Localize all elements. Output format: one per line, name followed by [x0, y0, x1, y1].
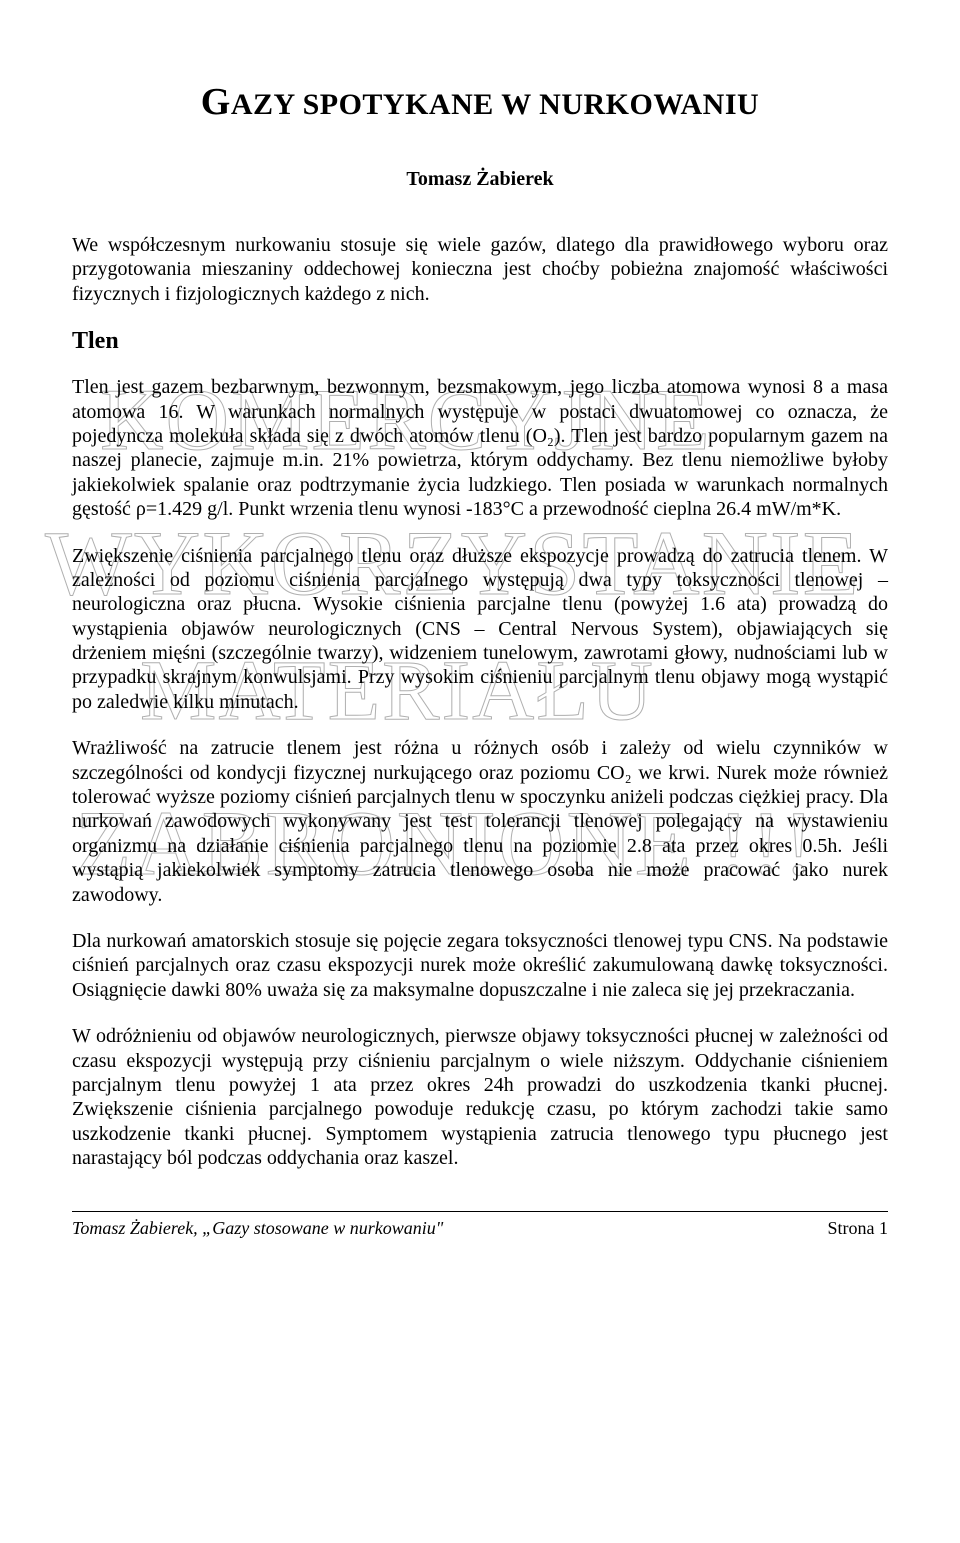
paragraph-1: Tlen jest gazem bezbarwnym, bezwonnym, b… — [72, 375, 888, 521]
footer-divider — [72, 1211, 888, 1212]
paragraph-4: Dla nurkowań amatorskich stosuje się poj… — [72, 929, 888, 1002]
section-heading-tlen: Tlen — [72, 328, 888, 355]
author-name: Tomasz Żabierek — [72, 168, 888, 191]
title-first-letter: G — [201, 81, 231, 123]
footer-page-number: Strona 1 — [828, 1218, 889, 1239]
title-rest: AZY SPOTYKANE W NURKOWANIU — [231, 88, 759, 121]
page-footer: Tomasz Żabierek, „Gazy stosowane w nurko… — [72, 1218, 888, 1239]
paragraph-5: W odróżnieniu od objawów neurologicznych… — [72, 1024, 888, 1170]
footer-citation: Tomasz Żabierek, „Gazy stosowane w nurko… — [72, 1218, 443, 1239]
paragraph-3: Wrażliwość na zatrucie tlenem jest różna… — [72, 736, 888, 907]
paragraph-2: Zwiększenie ciśnienia parcjalnego tlenu … — [72, 544, 888, 715]
intro-paragraph: We współczesnym nurkowaniu stosuje się w… — [72, 233, 888, 306]
document-title: GAZY SPOTYKANE W NURKOWANIU — [72, 80, 888, 124]
document-body: GAZY SPOTYKANE W NURKOWANIU Tomasz Żabie… — [72, 80, 888, 1239]
